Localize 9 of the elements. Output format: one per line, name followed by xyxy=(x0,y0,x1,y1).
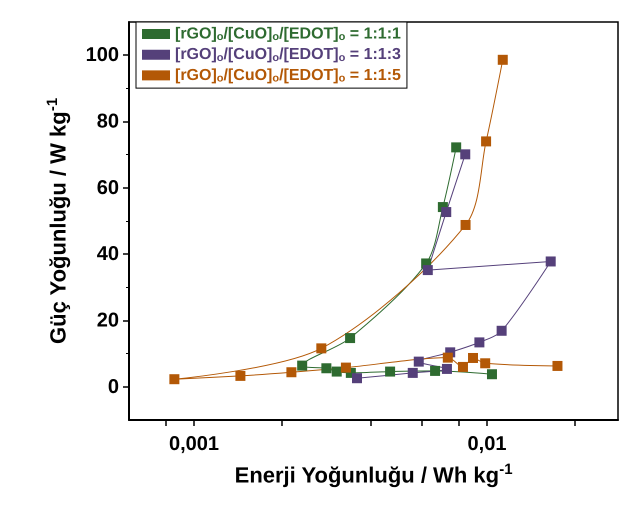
y-tick-label: 60 xyxy=(96,176,119,199)
x-tick-label: 0,001 xyxy=(168,433,220,455)
y-tick-label: 80 xyxy=(96,110,119,132)
y-tick-label: 20 xyxy=(96,310,119,332)
y-tick-label: 0 xyxy=(108,376,119,398)
y-tick-label: 100 xyxy=(86,44,119,66)
x-tick-label: 0,01 xyxy=(468,433,506,455)
y-axis-title: Güç Yoğunluğu / W kg-1 xyxy=(44,98,70,344)
y-tick-label: 40 xyxy=(96,243,119,266)
